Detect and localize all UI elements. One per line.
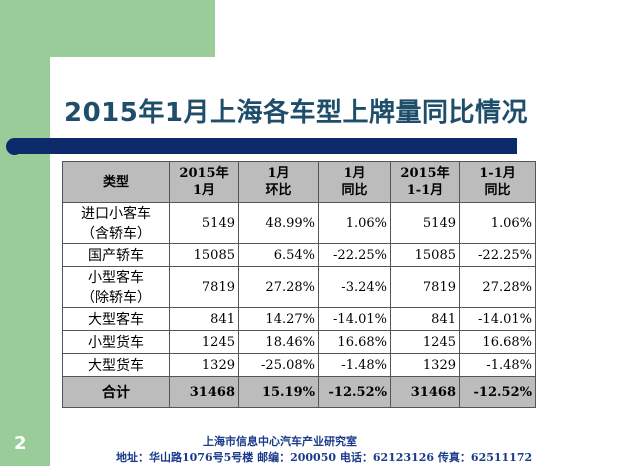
footer-contact: 地址：华山路1076号5号楼 邮编：200050 电话：62123126 传真：… [116, 451, 533, 464]
cell-ytd-yoy: -1.48% [459, 353, 536, 377]
header-jan-yoy: 1月 同比 [318, 161, 391, 203]
cell-ytd-yoy: -14.01% [459, 307, 536, 331]
table-row: 进口小客车 （含轿车） 5149 48.99% 1.06% 5149 1.06% [62, 202, 536, 244]
header-type: 类型 [62, 161, 170, 203]
top-accent-block [0, 0, 215, 57]
table-row: 国产轿车 15085 6.54% -22.25% 15085 -22.25% [62, 243, 536, 267]
title-rule [14, 138, 517, 154]
cell-mom: 48.99% [238, 202, 319, 244]
header-ytd-yoy: 1-1月 同比 [459, 161, 536, 203]
table-row: 大型货车 1329 -25.08% -1.48% 1329 -1.48% [62, 353, 536, 377]
cell-ytd: 7819 [390, 266, 460, 308]
cell-ytd-yoy: 27.28% [459, 266, 536, 308]
table-row: 小型货车 1245 18.46% 16.68% 1245 16.68% [62, 330, 536, 354]
total-ytd-yoy: -12.52% [459, 376, 536, 408]
cell-yoy: 16.68% [318, 330, 391, 354]
cell-yoy: -14.01% [318, 307, 391, 331]
total-jan: 31468 [169, 376, 239, 408]
cell-mom: 6.54% [238, 243, 319, 267]
slide-title: 2015年1月上海各车型上牌量同比情况 [64, 98, 528, 128]
cell-jan: 1245 [169, 330, 239, 354]
cell-mom: 27.28% [238, 266, 319, 308]
total-ytd: 31468 [390, 376, 460, 408]
table-row: 大型客车 841 14.27% -14.01% 841 -14.01% [62, 307, 536, 331]
cell-mom: 14.27% [238, 307, 319, 331]
cell-jan: 15085 [169, 243, 239, 267]
cell-ytd-yoy: -22.25% [459, 243, 536, 267]
cell-jan: 1329 [169, 353, 239, 377]
cell-yoy: 1.06% [318, 202, 391, 244]
cell-ytd: 5149 [390, 202, 460, 244]
row-name: 小型客车 （除轿车） [62, 266, 170, 308]
cell-jan: 7819 [169, 266, 239, 308]
cell-jan: 5149 [169, 202, 239, 244]
table-row: 小型客车 （除轿车） 7819 27.28% -3.24% 7819 27.28… [62, 266, 536, 308]
total-mom: 15.19% [238, 376, 319, 408]
cell-mom: -25.08% [238, 353, 319, 377]
row-name: 大型货车 [62, 353, 170, 377]
cell-jan: 841 [169, 307, 239, 331]
row-name: 大型客车 [62, 307, 170, 331]
cell-ytd: 15085 [390, 243, 460, 267]
row-name: 小型货车 [62, 330, 170, 354]
header-jan-mom: 1月 环比 [238, 161, 319, 203]
registration-table: 类型 2015年 1月 1月 环比 1月 同比 2015年 1-1月 1-1月 … [62, 161, 536, 408]
page-number: 2 [14, 433, 27, 454]
cell-ytd: 1245 [390, 330, 460, 354]
table-total-row: 合计 31468 15.19% -12.52% 31468 -12.52% [62, 376, 536, 408]
cell-ytd: 841 [390, 307, 460, 331]
cell-ytd: 1329 [390, 353, 460, 377]
cell-yoy: -3.24% [318, 266, 391, 308]
row-name: 国产轿车 [62, 243, 170, 267]
row-name: 进口小客车 （含轿车） [62, 202, 170, 244]
total-yoy: -12.52% [318, 376, 391, 408]
footer-org: 上海市信息中心汽车产业研究室 [203, 435, 357, 448]
cell-ytd-yoy: 16.68% [459, 330, 536, 354]
header-2015-jan: 2015年 1月 [169, 161, 239, 203]
left-accent-bar [0, 0, 50, 466]
header-2015-ytd: 2015年 1-1月 [390, 161, 460, 203]
table-header-row: 类型 2015年 1月 1月 环比 1月 同比 2015年 1-1月 1-1月 … [62, 161, 536, 203]
cell-yoy: -22.25% [318, 243, 391, 267]
cell-ytd-yoy: 1.06% [459, 202, 536, 244]
cell-yoy: -1.48% [318, 353, 391, 377]
total-label: 合计 [62, 376, 170, 408]
cell-mom: 18.46% [238, 330, 319, 354]
